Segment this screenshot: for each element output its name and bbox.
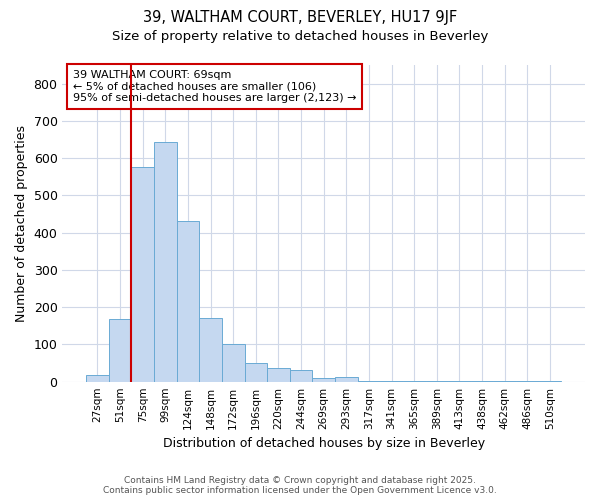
Bar [539, 381, 561, 382]
Bar [109, 319, 131, 382]
X-axis label: Distribution of detached houses by size in Beverley: Distribution of detached houses by size … [163, 437, 485, 450]
Y-axis label: Number of detached properties: Number of detached properties [15, 125, 28, 322]
Bar [86, 375, 109, 382]
Text: Size of property relative to detached houses in Beverley: Size of property relative to detached ho… [112, 30, 488, 43]
Bar [335, 377, 358, 382]
Bar [245, 363, 267, 382]
Text: 39 WALTHAM COURT: 69sqm
← 5% of detached houses are smaller (106)
95% of semi-de: 39 WALTHAM COURT: 69sqm ← 5% of detached… [73, 70, 356, 103]
Bar [154, 142, 176, 382]
Bar [267, 368, 290, 382]
Bar [358, 380, 380, 382]
Text: Contains HM Land Registry data © Crown copyright and database right 2025.
Contai: Contains HM Land Registry data © Crown c… [103, 476, 497, 495]
Bar [176, 222, 199, 382]
Bar [131, 168, 154, 382]
Bar [313, 378, 335, 382]
Bar [290, 370, 313, 382]
Bar [199, 318, 222, 382]
Bar [222, 344, 245, 382]
Text: 39, WALTHAM COURT, BEVERLEY, HU17 9JF: 39, WALTHAM COURT, BEVERLEY, HU17 9JF [143, 10, 457, 25]
